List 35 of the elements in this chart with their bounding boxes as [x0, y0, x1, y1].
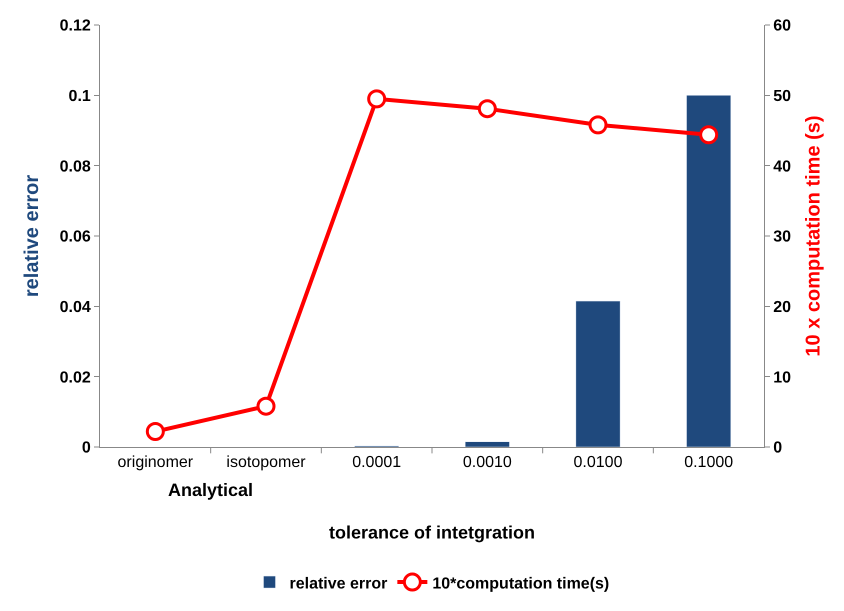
y2-tick-label: 50	[773, 88, 792, 105]
x-tick-label: 0.0100	[574, 454, 623, 472]
point	[699, 125, 718, 144]
y-axis-title: relative error	[21, 174, 44, 298]
point	[367, 89, 386, 108]
y2-tick-label: 40	[773, 158, 792, 176]
bar	[576, 300, 620, 447]
x-axis-title: tolerance of intetgration	[328, 522, 536, 542]
point	[588, 115, 608, 134]
bar	[464, 441, 510, 447]
text: Analytical	[168, 480, 254, 500]
legend-label: 10*computation time(s)	[432, 575, 610, 592]
y-tick-label: 0.04	[60, 298, 91, 316]
x-tick-label: 0.1000	[684, 454, 734, 472]
point	[256, 396, 276, 416]
y2-tick-label: 30	[773, 228, 792, 246]
point	[146, 422, 165, 442]
y-tick-label: 0.02	[60, 369, 91, 386]
y-tick-label: 0.12	[60, 18, 91, 35]
x-tick-label: 0.0010	[462, 454, 512, 472]
y2-tick-label: 10	[773, 369, 792, 386]
x-tick-label: 0.0001	[352, 454, 402, 472]
y-tick-label: 0.1	[68, 88, 91, 105]
y-tick-label: 0.06	[60, 228, 91, 246]
y2-tick-label: 60	[773, 18, 792, 35]
legend-label: relative error	[290, 575, 388, 592]
y2-tick-label: 0	[773, 440, 782, 457]
point	[478, 99, 497, 118]
x-tick-label: isotopomer	[226, 454, 306, 472]
bar	[686, 95, 732, 447]
y-tick-label: 0.08	[60, 158, 91, 176]
y2-axis-title: 10 x computation time (s)	[802, 115, 825, 357]
x-tick-label: originomer	[118, 454, 194, 472]
y2-tick-label: 20	[773, 298, 792, 316]
y-tick-label: 0	[82, 440, 91, 457]
